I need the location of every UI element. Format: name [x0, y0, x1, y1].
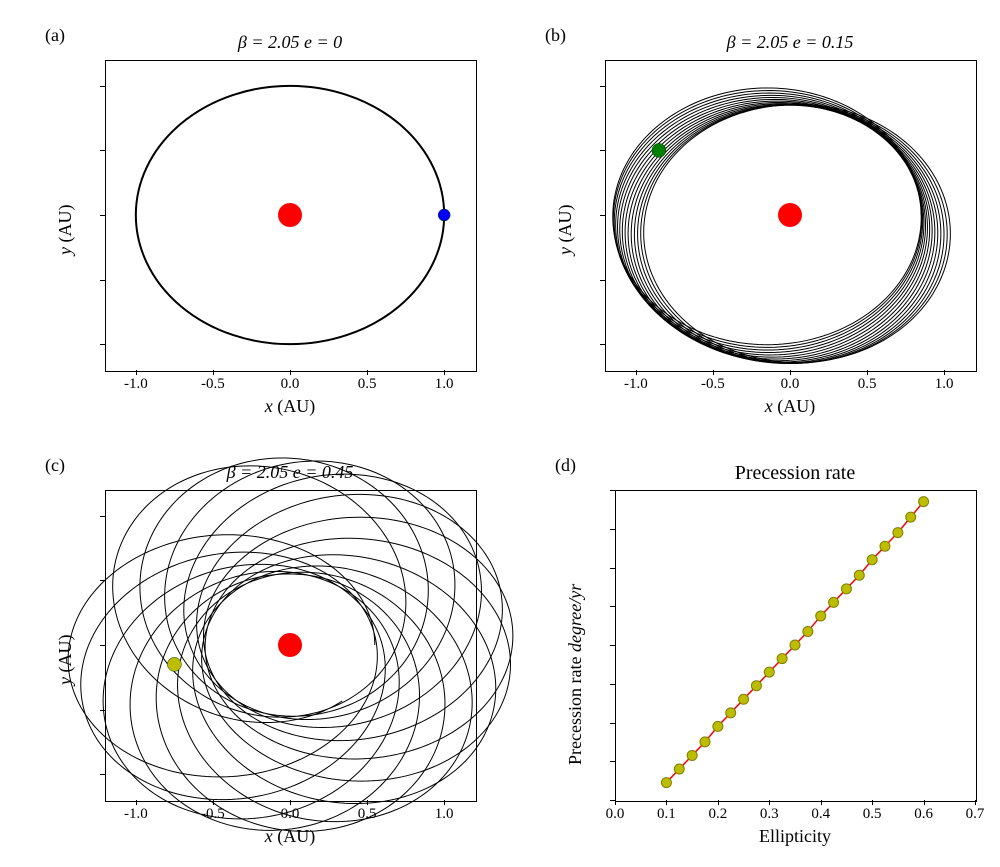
planet-marker — [438, 209, 450, 221]
xtick-label: -1.0 — [618, 376, 654, 393]
xtick — [666, 800, 667, 805]
sun-marker — [778, 203, 802, 227]
data-marker — [687, 750, 697, 760]
data-marker — [906, 512, 916, 522]
data-marker — [829, 597, 839, 607]
data-marker — [790, 640, 800, 650]
xtick-label: -0.5 — [195, 376, 231, 393]
xtick-label: 1.0 — [926, 376, 962, 393]
xtick-label: 0.0 — [272, 376, 308, 393]
orbit-path — [130, 571, 419, 830]
xtick-label: 0.2 — [700, 806, 736, 823]
xtick-label: -1.0 — [118, 376, 154, 393]
data-marker — [739, 694, 749, 704]
plot-svg-b — [605, 60, 975, 370]
xtick — [136, 370, 137, 375]
panel-label-a: (a) — [45, 25, 65, 46]
sun-marker — [278, 203, 302, 227]
xtick — [769, 800, 770, 805]
xtick — [790, 370, 791, 375]
plot-svg-c — [105, 490, 475, 800]
xtick-label: -1.0 — [118, 806, 154, 823]
plot-svg-d — [615, 490, 975, 800]
orbit-path — [204, 517, 513, 759]
panel-title-d: Precession rate — [615, 462, 975, 485]
data-marker — [841, 584, 851, 594]
ylabel-d: Precession rate degree/yr — [565, 584, 586, 765]
orbit-path — [178, 566, 473, 822]
xtick — [367, 800, 368, 805]
xtick — [290, 370, 291, 375]
panel-label-d: (d) — [555, 455, 576, 476]
orbit-path — [81, 552, 386, 799]
ytick — [610, 800, 615, 801]
data-marker — [893, 528, 903, 538]
xtick-label: 1.0 — [426, 806, 462, 823]
orbit-path — [156, 572, 445, 831]
xtick — [444, 800, 445, 805]
xtick-label: 0.4 — [803, 806, 839, 823]
xtick-label: 1.0 — [426, 376, 462, 393]
planet-marker — [652, 143, 666, 157]
ylabel-c: y (AU) — [55, 635, 76, 686]
data-marker — [816, 611, 826, 621]
xtick-label: -0.5 — [695, 376, 731, 393]
xtick-label: 0.5 — [849, 376, 885, 393]
xtick-label: 0.6 — [906, 806, 942, 823]
orbit-path — [165, 461, 455, 720]
xtick — [718, 800, 719, 805]
ylabel-b: y (AU) — [555, 205, 576, 256]
data-marker — [751, 681, 761, 691]
data-marker — [726, 708, 736, 718]
ylabel-a: y (AU) — [55, 205, 76, 256]
xtick — [975, 800, 976, 805]
xtick — [924, 800, 925, 805]
xtick — [615, 800, 616, 805]
xtick — [872, 800, 873, 805]
xtick-label: 0.0 — [597, 806, 633, 823]
xtick-label: 0.0 — [772, 376, 808, 393]
data-marker — [700, 737, 710, 747]
data-marker — [867, 555, 877, 565]
xtick — [367, 370, 368, 375]
data-marker — [661, 778, 671, 788]
xlabel-b: x (AU) — [605, 396, 975, 417]
data-marker — [803, 626, 813, 636]
panel-label-b: (b) — [545, 25, 566, 46]
xtick — [867, 370, 868, 375]
xtick-label: 0.5 — [854, 806, 890, 823]
xtick — [713, 370, 714, 375]
data-marker — [777, 654, 787, 664]
data-marker — [764, 667, 774, 677]
panel-label-c: (c) — [45, 455, 65, 476]
xtick — [290, 800, 291, 805]
xlabel-a: x (AU) — [105, 396, 475, 417]
data-marker — [854, 570, 864, 580]
xtick-label: 0.7 — [957, 806, 993, 823]
planet-marker — [167, 657, 181, 671]
xtick — [821, 800, 822, 805]
xtick — [444, 370, 445, 375]
data-marker — [674, 764, 684, 774]
xtick — [944, 370, 945, 375]
figure: (a) β = 2.05 e = 0 -1.0 -0.5 0.0 0.5 1.0 -1.0 -0… — [0, 0, 1000, 867]
orbit-path — [193, 555, 496, 804]
panel-title-c: β = 2.05 e = 0.45 — [105, 462, 475, 483]
xtick — [213, 370, 214, 375]
xtick-label: 0.5 — [349, 376, 385, 393]
panel-title-b: β = 2.05 e = 0.15 — [605, 32, 975, 53]
plot-svg-a — [105, 60, 475, 370]
data-marker — [919, 497, 929, 507]
panel-title-a: β = 2.05 e = 0 — [105, 32, 475, 53]
xtick-label: 0.3 — [751, 806, 787, 823]
xtick-label: 0.1 — [648, 806, 684, 823]
xtick — [636, 370, 637, 375]
xlabel-d: Ellipticity — [615, 826, 975, 847]
data-marker — [880, 541, 890, 551]
xtick — [136, 800, 137, 805]
sun-marker — [278, 633, 302, 657]
data-marker — [713, 721, 723, 731]
